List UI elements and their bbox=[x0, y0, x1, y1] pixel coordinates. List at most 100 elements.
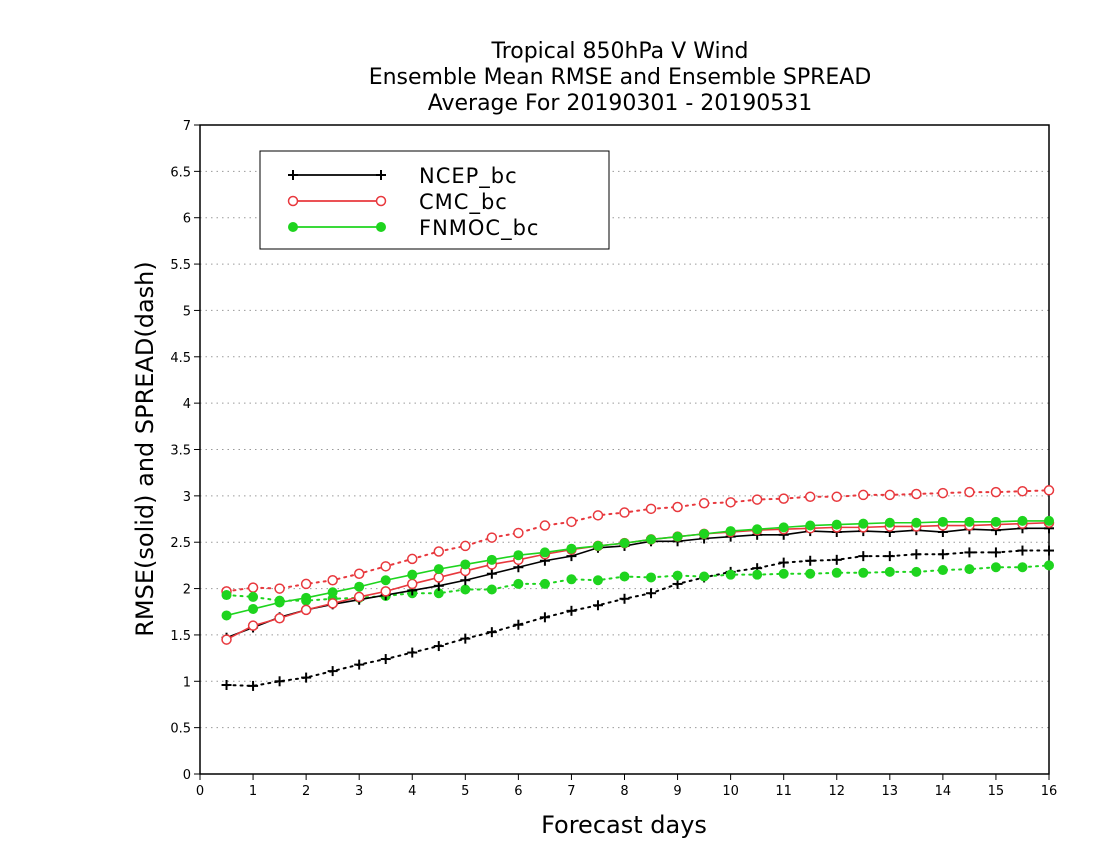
y-axis: 0 0.5 1 1.5 2 2.5 3 3.5 4 4.5 5 5.5 6 6.5 7 bbox=[170, 119, 200, 783]
y-tick-label: 0.5 bbox=[170, 722, 191, 737]
data-point bbox=[911, 549, 922, 560]
y-tick-label: 2.5 bbox=[170, 536, 191, 551]
data-point bbox=[592, 600, 603, 611]
data-point bbox=[380, 654, 391, 665]
data-point bbox=[699, 571, 710, 582]
y-tick-label: 2 bbox=[183, 583, 191, 598]
data-point bbox=[274, 612, 285, 624]
data-point bbox=[990, 486, 1002, 498]
data-point bbox=[327, 587, 338, 598]
data-point bbox=[407, 647, 418, 658]
data-point bbox=[858, 567, 869, 578]
fnmoc-bc-rmse-series bbox=[221, 515, 1054, 621]
data-point bbox=[1044, 545, 1054, 556]
data-point bbox=[274, 676, 285, 687]
data-point bbox=[990, 562, 1001, 573]
data-point bbox=[566, 516, 577, 528]
data-point bbox=[221, 590, 232, 601]
data-point bbox=[884, 551, 895, 562]
legend-label: FNMOC_bc bbox=[419, 216, 539, 241]
x-tick-label: 0 bbox=[196, 784, 204, 799]
data-point bbox=[513, 550, 524, 561]
data-point bbox=[460, 559, 471, 570]
data-point bbox=[407, 553, 418, 565]
data-point bbox=[301, 672, 312, 683]
data-point bbox=[353, 591, 365, 603]
data-point bbox=[937, 516, 948, 527]
ncep-bc-spread-series bbox=[221, 545, 1054, 691]
x-tick-label: 10 bbox=[722, 784, 739, 799]
data-point bbox=[672, 578, 683, 589]
data-point bbox=[831, 567, 842, 578]
data-point bbox=[911, 566, 922, 577]
data-point bbox=[831, 554, 842, 565]
data-point bbox=[1043, 485, 1055, 496]
cmc-bc-spread-series bbox=[221, 485, 1055, 597]
data-point bbox=[805, 555, 816, 566]
data-point bbox=[646, 572, 657, 583]
data-point bbox=[672, 531, 683, 542]
ncep-bc-rmse-line bbox=[226, 527, 1049, 639]
data-point bbox=[751, 494, 763, 505]
legend-label: NCEP_bc bbox=[419, 164, 518, 189]
data-point bbox=[433, 588, 444, 599]
data-point bbox=[805, 520, 816, 531]
data-point bbox=[619, 538, 630, 549]
data-point bbox=[300, 604, 312, 616]
data-point bbox=[937, 549, 948, 560]
data-point bbox=[592, 540, 603, 551]
title-line-1: Tropical 850hPa V Wind bbox=[490, 39, 748, 64]
data-point bbox=[376, 222, 386, 232]
data-point bbox=[513, 527, 524, 539]
data-point bbox=[486, 584, 497, 595]
data-point bbox=[327, 598, 338, 609]
y-tick-label: 1.5 bbox=[170, 629, 191, 644]
data-point bbox=[858, 551, 869, 562]
data-point bbox=[460, 575, 471, 586]
data-point bbox=[376, 170, 386, 180]
data-point bbox=[566, 605, 577, 616]
data-point bbox=[354, 659, 365, 670]
legend-item-cmc-bc: CMC_bc bbox=[287, 190, 508, 215]
data-point bbox=[288, 222, 298, 232]
data-point bbox=[778, 493, 789, 504]
data-point bbox=[990, 516, 1001, 527]
data-point bbox=[1044, 515, 1054, 526]
data-point bbox=[1017, 515, 1028, 526]
data-point bbox=[221, 679, 232, 690]
y-tick-label: 4.5 bbox=[170, 351, 191, 366]
data-point bbox=[619, 571, 630, 582]
data-point bbox=[486, 568, 497, 579]
data-point bbox=[778, 522, 789, 533]
data-point bbox=[646, 534, 657, 545]
y-axis-label: RMSE(solid) and SPREAD(dash) bbox=[131, 261, 159, 637]
data-point bbox=[1017, 545, 1028, 556]
grid bbox=[200, 170, 1049, 729]
data-point bbox=[752, 569, 763, 580]
data-point bbox=[460, 584, 471, 595]
data-point bbox=[592, 510, 604, 521]
data-point bbox=[354, 581, 365, 592]
legend-label: CMC_bc bbox=[419, 190, 508, 215]
data-point bbox=[539, 520, 551, 531]
data-point bbox=[248, 603, 259, 614]
x-tick-label: 5 bbox=[461, 784, 469, 799]
data-point bbox=[375, 195, 387, 207]
data-point bbox=[752, 524, 763, 535]
data-point bbox=[327, 666, 338, 677]
data-point bbox=[831, 491, 842, 503]
data-point bbox=[699, 528, 710, 539]
y-tick-label: 3.5 bbox=[170, 444, 191, 459]
title-line-3: Average For 20190301 - 20190531 bbox=[428, 91, 813, 116]
x-tick-label: 7 bbox=[567, 784, 575, 799]
x-tick-label: 13 bbox=[882, 784, 899, 799]
y-tick-label: 6 bbox=[183, 212, 191, 227]
y-tick-label: 5 bbox=[183, 304, 191, 319]
data-point bbox=[1017, 562, 1028, 573]
data-point bbox=[566, 574, 577, 585]
data-point bbox=[884, 566, 895, 577]
data-point bbox=[964, 516, 975, 527]
data-point bbox=[247, 620, 259, 631]
data-point bbox=[274, 597, 285, 608]
